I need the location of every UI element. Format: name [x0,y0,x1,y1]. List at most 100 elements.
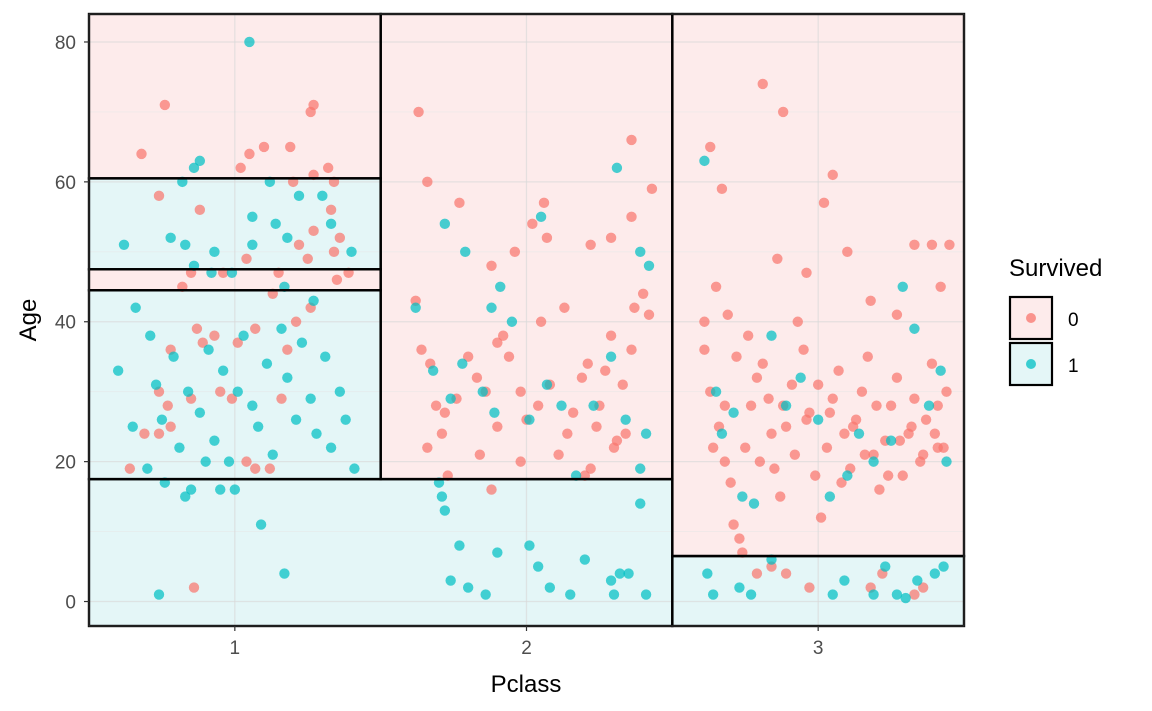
point-survived-0 [871,400,882,411]
point-survived-1 [611,162,623,174]
point-survived-1 [255,519,267,530]
point-survived-1 [279,568,290,579]
point-survived-0 [503,351,515,362]
point-survived-0 [244,148,255,160]
point-survived-1 [182,386,194,397]
point-survived-1 [635,498,646,509]
point-survived-1 [244,36,255,48]
point-survived-1 [118,239,130,251]
point-survived-1 [252,421,264,432]
point-survived-0 [751,372,763,383]
point-survived-0 [422,442,433,453]
point-survived-1 [194,155,206,167]
point-survived-0 [836,477,847,488]
point-survived-0 [541,232,553,244]
point-survived-0 [699,316,710,327]
region-5 [89,479,673,626]
point-survived-0 [535,316,547,327]
point-survived-1 [174,442,185,453]
point-survived-1 [209,435,220,446]
point-survived-0 [605,232,617,244]
point-survived-1 [608,589,620,600]
point-survived-0 [241,253,252,264]
point-survived-1 [891,589,903,600]
point-survived-1 [325,218,337,230]
point-survived-0 [492,337,503,348]
point-survived-1 [728,407,739,418]
point-survived-1 [165,232,176,244]
point-survived-0 [917,582,929,593]
point-survived-1 [454,540,465,551]
legend-label-0: 0 [1068,310,1079,331]
point-survived-0 [576,372,588,383]
point-survived-1 [699,155,710,167]
point-survived-0 [865,295,876,306]
point-survived-0 [162,400,173,411]
point-survived-0 [728,519,739,530]
point-survived-1 [524,540,535,551]
point-survived-1 [427,365,439,376]
point-survived-0 [801,267,812,278]
point-survived-1 [112,365,124,376]
point-survived-0 [509,246,521,258]
point-survived-0 [276,393,287,404]
point-survived-1 [524,414,535,425]
point-survived-1 [276,323,287,334]
point-survived-1 [506,316,518,327]
point-survived-0 [792,316,803,327]
point-survived-0 [305,106,316,118]
point-survived-0 [527,218,538,230]
point-survived-1 [293,190,305,202]
point-survived-0 [926,239,938,251]
legend-key-1-point [1026,359,1036,369]
point-survived-1 [605,351,617,362]
point-survived-0 [492,421,503,432]
point-survived-0 [290,316,302,327]
point-survived-0 [801,414,812,425]
point-survived-1 [247,211,258,223]
point-survived-0 [486,484,497,495]
legend: Survived 0 1 [1008,255,1102,387]
point-survived-1 [535,211,547,223]
point-survived-1 [477,386,488,397]
point-survived-0 [716,183,728,195]
point-survived-0 [938,442,949,453]
point-survived-1 [439,218,451,230]
point-survived-1 [127,421,138,432]
point-survived-0 [559,302,570,313]
point-survived-0 [235,162,246,174]
point-survived-1 [492,547,503,558]
point-survived-0 [734,533,745,544]
point-survived-0 [719,456,731,467]
point-survived-1 [489,407,500,418]
point-survived-0 [763,393,774,404]
point-survived-0 [226,393,238,404]
point-survived-0 [515,386,526,397]
point-survived-0 [772,253,783,264]
point-survived-0 [827,393,838,404]
point-survived-0 [815,512,827,523]
point-survived-0 [780,421,792,432]
point-survived-0 [780,568,792,579]
point-survived-1 [209,246,220,258]
point-survived-1 [734,582,745,593]
point-survived-1 [168,351,179,362]
point-survived-0 [474,449,486,460]
point-survived-0 [891,309,903,320]
point-survived-1 [640,589,652,600]
point-survived-0 [786,379,798,390]
point-survived-0 [497,330,509,341]
point-survived-1 [267,449,278,460]
point-survived-0 [608,442,620,453]
point-survived-0 [328,246,340,258]
grid-lines [89,14,964,626]
point-survived-1 [766,330,777,341]
point-survived-1 [588,400,599,411]
point-survived-0 [250,463,261,474]
point-survived-0 [707,442,719,453]
point-survived-1 [445,393,456,404]
point-survived-1 [839,575,850,586]
y-axis-title: Age [15,299,42,342]
point-survived-1 [247,400,258,411]
